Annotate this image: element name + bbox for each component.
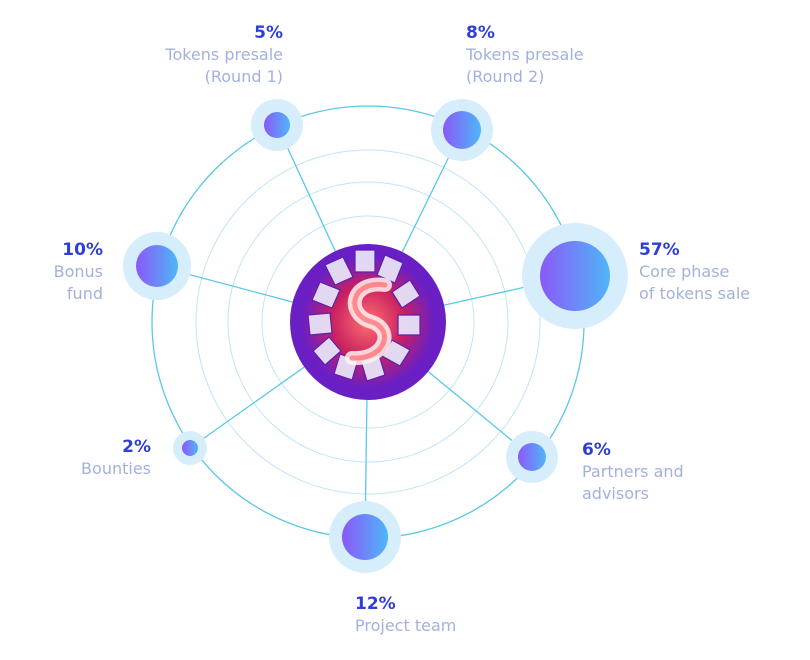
node-project-team [342, 514, 388, 560]
segment-name: of tokens sale [639, 284, 751, 303]
label-bounties: 2% Bounties [50, 436, 151, 480]
guide-ring [227, 181, 509, 463]
percent-text: 5% [254, 23, 283, 43]
node-partners [518, 443, 546, 471]
node-core-phase [540, 241, 610, 311]
segment-name: Bonus [53, 262, 103, 281]
node-presale-1 [264, 112, 290, 138]
segment-name: Bounties [81, 459, 151, 478]
segment-name: (Round 1) [204, 67, 283, 86]
percent-text: 57% [639, 240, 680, 260]
segment-name: Project team [355, 616, 457, 635]
label-bonus-fund: 10% Bonus fund [20, 239, 103, 305]
segment-name: fund [66, 284, 103, 303]
label-partners: 6% Partners and advisors [582, 439, 732, 505]
percent-text: 12% [355, 594, 396, 614]
segment-name: Tokens presale [165, 45, 283, 64]
label-presale-1: 5% Tokens presale (Round 1) [140, 22, 283, 88]
nodes [123, 99, 628, 573]
segment-name: Core phase [639, 262, 730, 281]
node-bonus-fund [136, 245, 178, 287]
node-presale-2 [443, 111, 481, 149]
percent-text: 10% [62, 240, 103, 260]
label-core-phase: 57% Core phase of tokens sale [639, 239, 799, 305]
percent-text: 2% [122, 437, 151, 457]
label-presale-2: 8% Tokens presale (Round 2) [466, 22, 626, 88]
percent-text: 8% [466, 23, 495, 43]
guide-ring [195, 149, 541, 495]
segment-name: (Round 2) [466, 67, 545, 86]
guide-rings [195, 149, 541, 495]
spoke-bounties [189, 366, 305, 449]
label-project-team: 12% Project team [355, 593, 505, 637]
ribbon-s-logo-icon [290, 244, 446, 400]
segment-name: advisors [582, 484, 649, 503]
segment-name: Partners and [582, 462, 684, 481]
segment-name: Tokens presale [466, 45, 584, 64]
guide-ring [261, 215, 475, 429]
percent-text: 6% [582, 440, 611, 460]
node-bounties [182, 440, 198, 456]
